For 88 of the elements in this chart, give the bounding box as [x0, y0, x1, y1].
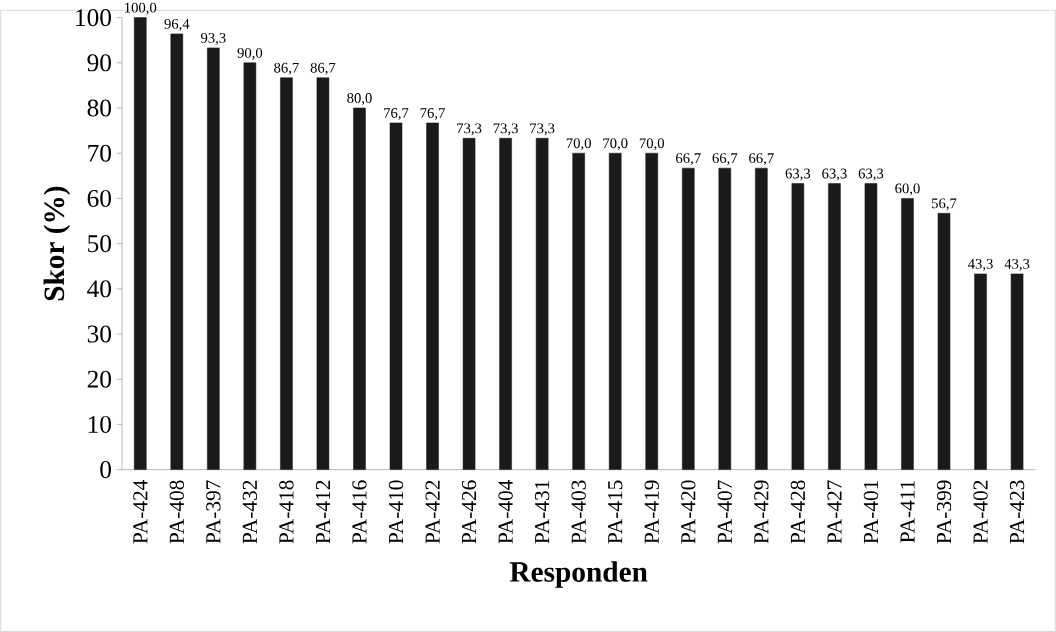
y-tick-label: 40: [87, 280, 111, 298]
bar: [280, 77, 293, 470]
bar: [207, 47, 220, 470]
bar: [682, 167, 695, 470]
bar: [937, 212, 951, 470]
bar: [828, 183, 841, 470]
y-tick-label: 0: [100, 460, 111, 479]
x-tick-label: PA-410: [388, 480, 404, 544]
x-tick-label: PA-408: [169, 480, 184, 544]
data-label: 70,0: [639, 138, 665, 151]
y-tick-label: 80: [87, 99, 111, 117]
bar: [1010, 273, 1024, 470]
data-label: 90,0: [237, 47, 263, 60]
data-label: 63,3: [858, 168, 884, 181]
x-axis-title: Responden: [509, 561, 648, 588]
x-tick-label: PA-423: [1009, 480, 1025, 544]
bar: [718, 167, 732, 470]
x-tick-label: PA-403: [571, 480, 586, 544]
x-tick-label: PA-428: [790, 480, 806, 544]
x-tick-label: PA-418: [279, 480, 294, 544]
data-label: 73,3: [493, 123, 518, 136]
bar: [170, 33, 184, 470]
data-label: 66,7: [676, 153, 701, 166]
data-label: 70,0: [603, 138, 628, 151]
x-tick-label: PA-399: [936, 480, 952, 544]
y-tick-label: 70: [88, 144, 111, 162]
x-tick-label: PA-407: [717, 480, 733, 544]
x-tick-label: PA-419: [644, 480, 659, 544]
data-label: 66,7: [749, 153, 774, 166]
x-tick-label: PA-397: [206, 480, 221, 544]
x-tick-label: PA-422: [425, 480, 440, 544]
bar: [535, 137, 549, 470]
data-label: 66,7: [712, 153, 738, 166]
data-label: 76,7: [420, 107, 445, 120]
bar: [426, 122, 439, 470]
x-tick-label: PA-415: [608, 480, 623, 544]
x-tick-label: PA-424: [133, 479, 148, 544]
x-tick-label: PA-426: [461, 480, 477, 544]
x-tick-label: PA-412: [315, 480, 330, 544]
bar: [243, 62, 257, 470]
bar: [462, 137, 476, 470]
y-tick-label: 20: [87, 370, 111, 388]
x-tick-label: PA-420: [681, 480, 696, 544]
x-tick-label: PA-432: [242, 480, 258, 544]
bar: [755, 167, 768, 470]
data-label: 86,7: [310, 62, 336, 75]
bar: [353, 107, 366, 470]
x-tick-label: PA-431: [534, 480, 550, 544]
x-tick-label: PA-401: [863, 480, 879, 544]
data-label: 93,3: [200, 32, 226, 45]
bar: [316, 77, 330, 470]
data-label: 76,7: [384, 107, 409, 120]
y-axis-title: Skor (%): [43, 186, 71, 301]
bar: [974, 273, 987, 470]
x-tick-label: PA-416: [352, 480, 367, 544]
bar: [864, 183, 878, 470]
bar: [389, 122, 403, 470]
data-label: 63,3: [785, 168, 811, 181]
data-label: 73,3: [530, 123, 555, 136]
data-label: 43,3: [1004, 258, 1030, 271]
y-tick-label: 10: [88, 415, 111, 433]
data-label: 63,3: [822, 168, 847, 181]
y-tick-label: 90: [87, 54, 111, 72]
data-label: 70,0: [566, 138, 591, 151]
x-tick-label: PA-402: [973, 480, 988, 544]
x-tick-label: PA-429: [754, 480, 769, 544]
y-tick-label: 50: [88, 234, 111, 253]
bar: [134, 17, 147, 470]
data-label: 56,7: [932, 198, 957, 211]
data-label: 60,0: [895, 183, 920, 196]
bar: [499, 137, 512, 470]
data-label: 80,0: [347, 92, 372, 105]
data-label: 100,0: [125, 2, 157, 15]
y-tick-label: 30: [87, 325, 111, 343]
x-tick-label: PA-404: [498, 479, 513, 544]
data-label: 86,7: [274, 62, 299, 75]
x-tick-label: PA-427: [827, 480, 842, 544]
data-label: 73,3: [457, 123, 482, 136]
bar: [608, 152, 622, 470]
bar: [791, 183, 805, 470]
y-tick-label: 60: [87, 189, 111, 207]
bar: [572, 152, 585, 470]
x-tick-label: PA-411: [900, 480, 915, 543]
bar: [645, 152, 659, 470]
bar: [901, 198, 914, 470]
data-label: 43,3: [968, 258, 993, 271]
data-label: 96,4: [164, 18, 190, 31]
y-tick-label: 100: [76, 8, 111, 27]
